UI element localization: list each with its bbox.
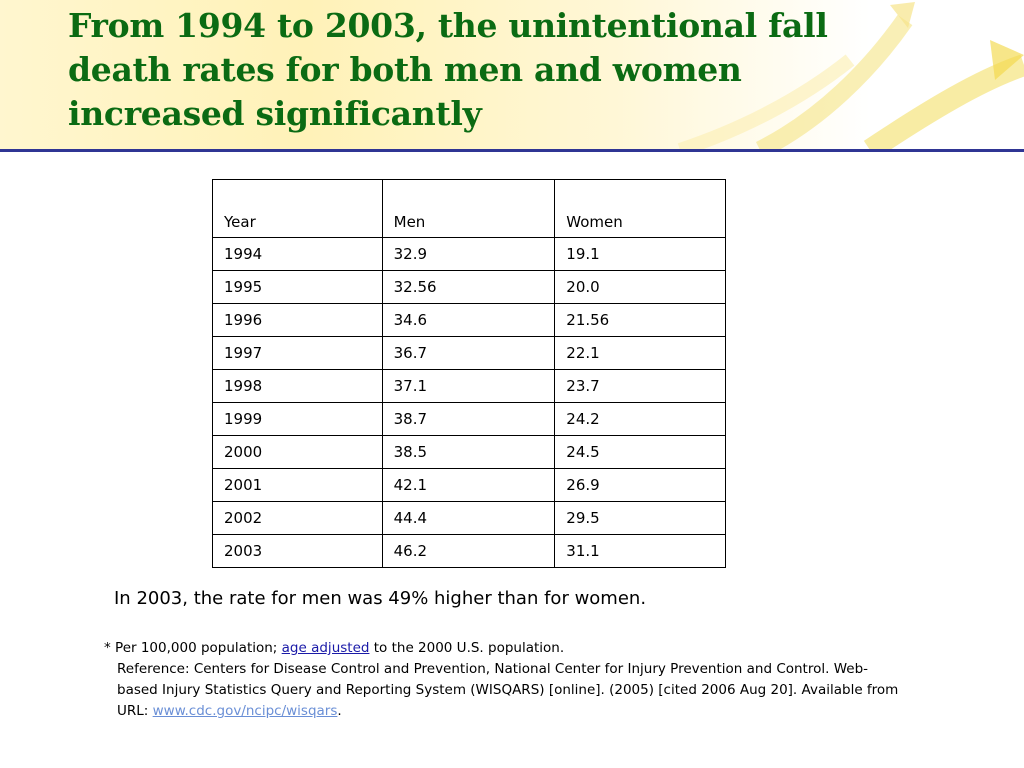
cell-women: 31.1 — [554, 534, 726, 568]
cell-women: 23.7 — [554, 369, 726, 403]
cell-year: 1999 — [212, 402, 383, 436]
header-women: Women — [554, 179, 726, 238]
cell-year: 1997 — [212, 336, 383, 370]
wisqars-url-link[interactable]: www.cdc.gov/ncipc/wisqars — [152, 703, 338, 719]
cell-men: 44.4 — [381, 501, 556, 535]
cell-women: 24.5 — [554, 435, 726, 469]
summary-text: In 2003, the rate for men was 49% higher… — [114, 588, 647, 609]
table-row: 2002 44.4 29.5 — [212, 501, 726, 535]
cell-year: 1995 — [212, 270, 383, 304]
footnote-prefix: * Per 100,000 population; — [104, 640, 282, 656]
table-row: 1995 32.56 20.0 — [212, 270, 726, 304]
cell-men: 38.7 — [381, 402, 556, 436]
cell-men: 46.2 — [381, 534, 556, 568]
reference-text: Reference: Centers for Disease Control a… — [117, 661, 899, 719]
cell-men: 32.9 — [381, 237, 556, 271]
header-year: Year — [212, 179, 383, 238]
slide-title: From 1994 to 2003, the unintentional fal… — [68, 6, 828, 133]
footnote-line: * Per 100,000 population; age adjusted t… — [104, 638, 904, 659]
reference-end: . — [337, 703, 342, 719]
cell-women: 20.0 — [554, 270, 726, 304]
table-row: 2003 46.2 31.1 — [212, 534, 726, 568]
decorative-arrows-art — [677, 2, 1024, 150]
cell-year: 2001 — [212, 468, 383, 502]
footnotes: * Per 100,000 population; age adjusted t… — [104, 638, 904, 722]
cell-year: 2002 — [212, 501, 383, 535]
cell-women: 26.9 — [554, 468, 726, 502]
header-divider — [0, 149, 1024, 152]
cell-year: 2003 — [212, 534, 383, 568]
table-row: 2001 42.1 26.9 — [212, 468, 726, 502]
cell-women: 21.56 — [554, 303, 726, 337]
cell-men: 42.1 — [381, 468, 556, 502]
fall-death-rates-table: Year Men Women 1994 32.9 19.1 1995 32.56 20.… — [212, 179, 726, 568]
cell-men: 36.7 — [381, 336, 556, 370]
cell-men: 38.5 — [381, 435, 556, 469]
table-row: 1994 32.9 19.1 — [212, 237, 726, 271]
cell-men: 37.1 — [381, 369, 556, 403]
header-men: Men — [381, 179, 556, 238]
age-adjusted-link[interactable]: age adjusted — [281, 640, 370, 656]
cell-year: 1998 — [212, 369, 383, 403]
table-row: 1996 34.6 21.56 — [212, 303, 726, 337]
table-row: 1998 37.1 23.7 — [212, 369, 726, 403]
slide-header: From 1994 to 2003, the unintentional fal… — [0, 0, 1024, 150]
table-header-row: Year Men Women — [212, 179, 726, 238]
cell-year: 2000 — [212, 435, 383, 469]
reference-citation: Reference: Centers for Disease Control a… — [104, 659, 904, 722]
cell-year: 1994 — [212, 237, 383, 271]
cell-year: 1996 — [212, 303, 383, 337]
cell-men: 34.6 — [381, 303, 556, 337]
cell-women: 24.2 — [554, 402, 726, 436]
cell-women: 19.1 — [554, 237, 726, 271]
table-row: 1997 36.7 22.1 — [212, 336, 726, 370]
cell-women: 29.5 — [554, 501, 726, 535]
table-row: 1999 38.7 24.2 — [212, 402, 726, 436]
footnote-suffix: to the 2000 U.S. population. — [369, 640, 565, 656]
cell-women: 22.1 — [554, 336, 726, 370]
table-row: 2000 38.5 24.5 — [212, 435, 726, 469]
cell-men: 32.56 — [381, 270, 556, 304]
